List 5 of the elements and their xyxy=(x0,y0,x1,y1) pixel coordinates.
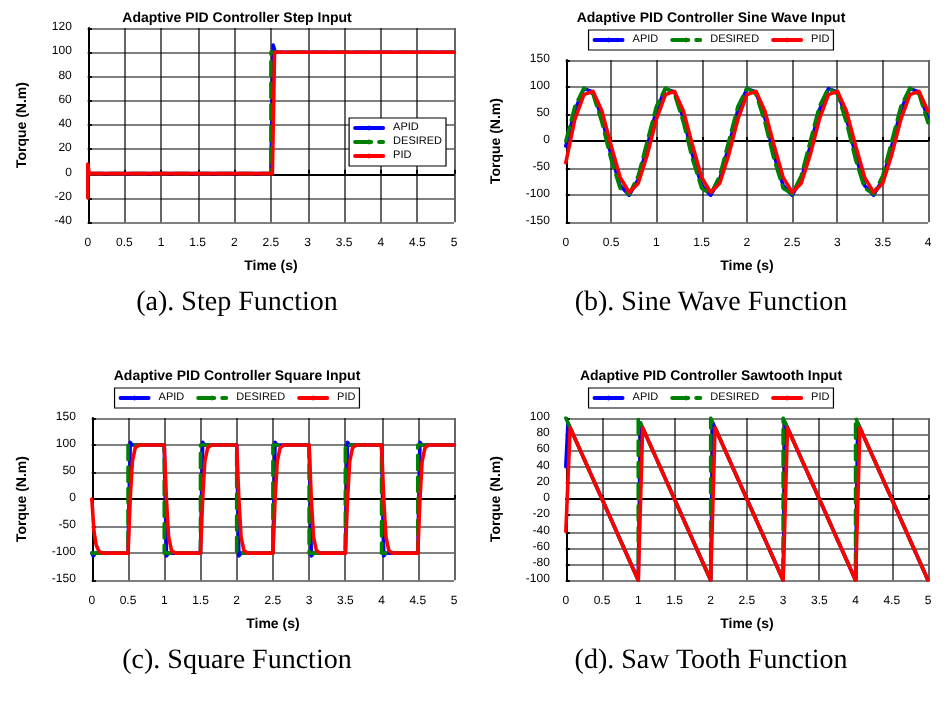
line-series xyxy=(86,50,456,200)
text: (b). Sine Wave Function xyxy=(572,286,850,322)
text: (c). Square Function xyxy=(120,643,354,679)
text: (d). Saw Tooth Function xyxy=(572,643,850,679)
text: (a). Step Function xyxy=(134,286,340,322)
